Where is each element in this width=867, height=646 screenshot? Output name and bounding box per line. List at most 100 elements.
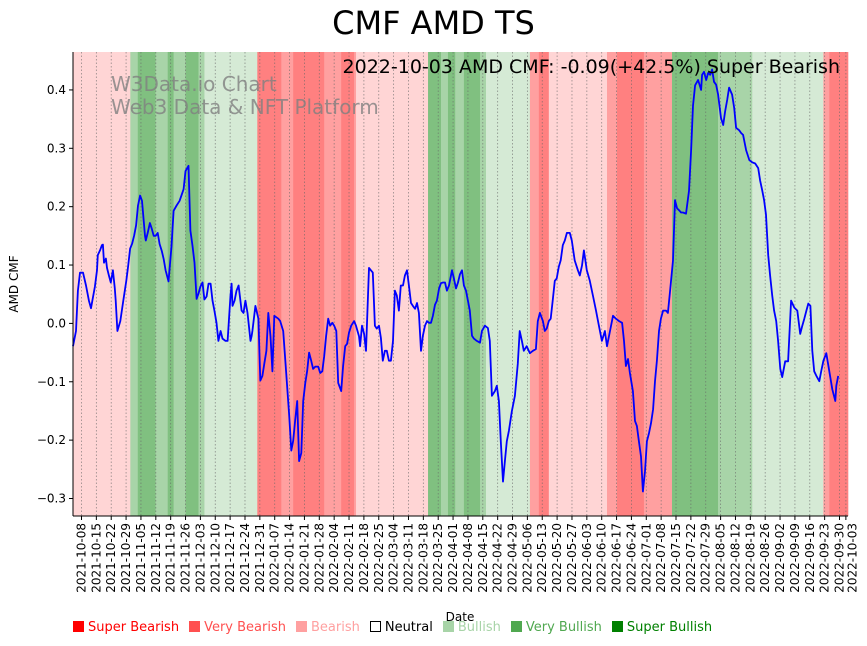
x-tick-label: 2022-09-23 [818, 523, 832, 593]
x-tick-label: 2022-04-08 [461, 523, 475, 593]
x-tick-label: 2022-08-26 [758, 523, 772, 593]
regime-band [616, 52, 645, 516]
x-axis-ticks: 2021-10-08 2021-10-15 2021-10-22 2021-10-29… [74, 516, 860, 593]
regime-band [257, 52, 282, 516]
x-tick-label: 2022-01-14 [283, 523, 297, 593]
y-tick-label: −0.3 [37, 491, 66, 505]
x-tick-label: 2022-07-08 [654, 523, 668, 593]
x-tick-label: 2022-01-21 [297, 523, 311, 593]
y-tick-label: 0.3 [47, 141, 66, 155]
legend-label: Bearish [310, 620, 360, 635]
watermark-line-1: W3Data.io Chart [111, 72, 277, 96]
x-axis-label: Date [446, 610, 475, 624]
x-tick-label: 2021-10-22 [104, 523, 118, 593]
regime-band [829, 52, 849, 516]
regime-band [447, 52, 456, 516]
x-tick-label: 2022-01-07 [268, 523, 282, 593]
regime-band [463, 52, 481, 516]
x-tick-label: 2021-11-05 [134, 523, 148, 593]
x-tick-label: 2022-03-04 [387, 523, 401, 593]
y-tick-label: 0.2 [47, 200, 66, 214]
x-tick-label: 2022-06-03 [580, 523, 594, 593]
regime-band [324, 52, 342, 516]
regime-band [752, 52, 824, 516]
x-tick-label: 2022-07-22 [684, 523, 698, 593]
regime-band [137, 52, 156, 516]
x-tick-label: 2022-02-18 [357, 523, 371, 593]
legend-item: Bullish [442, 620, 501, 635]
x-tick-label: 2022-07-29 [699, 523, 713, 593]
regime-band [185, 52, 199, 516]
x-tick-label: 2022-09-02 [773, 523, 787, 593]
x-tick-label: 2022-07-15 [669, 523, 683, 593]
legend-swatch-icon [369, 621, 381, 632]
x-tick-label: 2021-12-03 [193, 523, 207, 593]
x-tick-label: 2022-03-25 [431, 523, 445, 593]
axes [72, 52, 848, 517]
regime-band [354, 52, 357, 516]
regime-band [155, 52, 168, 516]
y-axis-ticks: −0.3 −0.2 −0.1 0.0 0.1 0.2 0.3 0.4 [37, 83, 73, 505]
x-tick-label: 2021-11-12 [149, 523, 163, 593]
y-tick-label: 0.4 [47, 83, 66, 97]
x-tick-label: 2022-09-30 [833, 523, 847, 593]
regime-bands [73, 52, 849, 516]
regime-band [73, 52, 131, 516]
y-tick-label: −0.2 [37, 433, 66, 447]
chart-title: CMF AMD TS [332, 4, 535, 42]
legend-swatch-icon [611, 621, 623, 632]
x-tick-label: 2021-10-29 [119, 523, 133, 593]
regime-band [173, 52, 186, 516]
legend-label: Very Bullish [525, 620, 602, 635]
legend-swatch-icon [73, 621, 84, 632]
x-tick-label: 2022-05-20 [550, 523, 564, 593]
legend-swatch-icon [442, 621, 454, 632]
latest-value-annotation: 2022-10-03 AMD CMF: -0.09(+42.5%) Super … [343, 56, 840, 78]
legend-label: Very Bearish [204, 620, 286, 635]
regime-band [341, 52, 355, 516]
x-tick-label: 2021-11-26 [179, 523, 193, 593]
regime-band [671, 52, 719, 516]
x-tick-label: 2022-08-19 [743, 523, 757, 593]
legend-item: Very Bullish [510, 620, 602, 635]
legend-item: Bearish [295, 620, 360, 635]
x-tick-label: 2022-02-25 [372, 523, 386, 593]
x-tick-label: 2022-03-18 [416, 523, 430, 593]
y-tick-label: −0.1 [37, 375, 66, 389]
x-tick-label: 2021-10-15 [89, 523, 103, 593]
x-tick-label: 2022-01-28 [312, 523, 326, 593]
series-line [72, 68, 840, 493]
regime-band [281, 52, 294, 516]
regime-band [130, 52, 139, 516]
x-tick-label: 2022-04-22 [491, 523, 505, 593]
x-tick-label: 2022-09-16 [803, 523, 817, 593]
x-tick-label: 2021-11-19 [164, 523, 178, 593]
regime-band [485, 52, 531, 516]
x-tick-label: 2021-10-08 [74, 523, 88, 593]
x-tick-label: 2021-12-31 [253, 523, 267, 593]
x-tick-label: 2022-06-10 [595, 523, 609, 593]
y-tick-label: 0.0 [47, 316, 66, 330]
y-tick-label: 0.1 [47, 258, 66, 272]
x-tick-label: 2022-05-06 [520, 523, 534, 593]
x-tick-label: 2022-02-11 [342, 523, 356, 593]
regime-band [823, 52, 830, 516]
regime-band [538, 52, 550, 516]
watermark-line-2: Web3 Data & NFT Platform [111, 95, 379, 119]
x-tick-label: 2021-12-17 [223, 523, 237, 593]
x-tick-label: 2022-05-13 [535, 523, 549, 593]
legend-label: Bullish [457, 620, 501, 635]
x-tick-label: 2022-08-05 [714, 523, 728, 593]
x-tick-label: 2021-12-24 [238, 523, 252, 593]
legend-item: Super Bullish [611, 620, 712, 635]
x-tick-label: 2022-02-04 [327, 523, 341, 593]
regime-band [607, 52, 618, 516]
x-tick-label: 2022-09-09 [788, 523, 802, 593]
x-tick-label: 2022-06-24 [624, 523, 638, 593]
x-tick-label: 2022-10-03 [846, 523, 860, 593]
legend: Super Bearish Very Bearish Bearish Neutral B… [73, 620, 712, 635]
x-tick-label: 2022-04-01 [446, 523, 460, 593]
x-tick-label: 2022-06-17 [610, 523, 624, 593]
regime-band [356, 52, 429, 516]
